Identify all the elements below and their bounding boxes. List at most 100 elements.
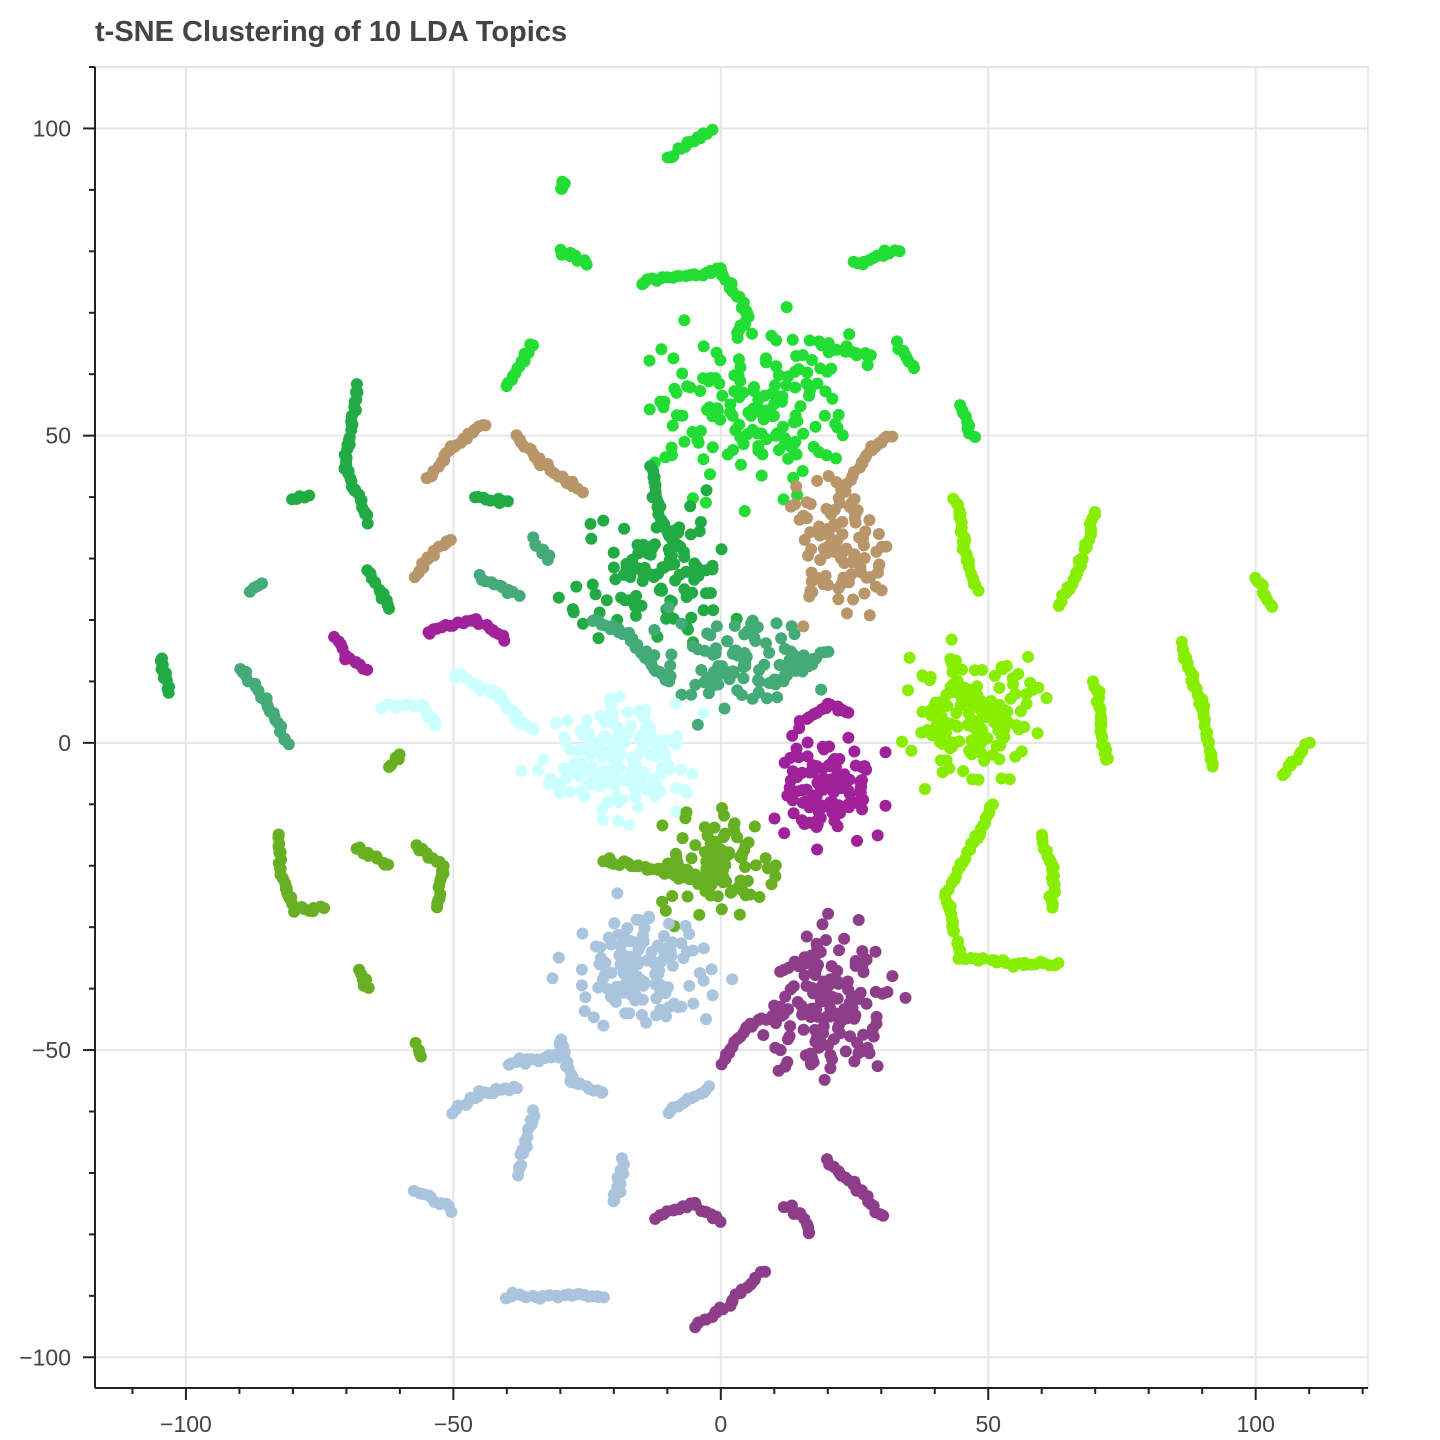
- data-point: [852, 914, 865, 926]
- data-point: [812, 1041, 825, 1054]
- data-point: [776, 390, 789, 403]
- data-point: [695, 664, 708, 676]
- data-point: [643, 354, 656, 367]
- data-point: [824, 973, 837, 986]
- data-point: [816, 740, 829, 753]
- data-point: [608, 751, 621, 763]
- data-point: [668, 382, 681, 395]
- data-point: [908, 362, 920, 375]
- data-point: [382, 858, 395, 871]
- data-point: [966, 773, 979, 786]
- data-point: [724, 406, 737, 419]
- data-point: [648, 624, 661, 636]
- data-point: [977, 952, 990, 965]
- data-point: [818, 409, 831, 422]
- data-point: [498, 634, 511, 647]
- data-point: [546, 972, 559, 985]
- data-point: [893, 245, 906, 258]
- data-point: [842, 706, 855, 719]
- data-point: [659, 904, 672, 917]
- data-point: [700, 1013, 712, 1026]
- data-point: [656, 819, 669, 832]
- data-point: [608, 917, 621, 930]
- data-point: [361, 508, 374, 521]
- data-point: [693, 967, 706, 979]
- data-point: [725, 886, 738, 899]
- data-point: [867, 1030, 880, 1043]
- data-point: [660, 612, 673, 625]
- data-point: [702, 882, 714, 895]
- data-point: [807, 1005, 820, 1018]
- data-point: [1088, 506, 1101, 518]
- data-point: [749, 859, 762, 872]
- data-point: [748, 381, 760, 393]
- data-point: [681, 890, 694, 903]
- data-point: [739, 660, 752, 672]
- data-point: [592, 981, 605, 994]
- data-point: [635, 599, 648, 612]
- data-point: [624, 720, 637, 732]
- data-point: [731, 831, 744, 844]
- data-point: [797, 620, 810, 633]
- data-point: [544, 772, 557, 785]
- data-point: [591, 744, 604, 757]
- data-point: [969, 431, 982, 443]
- data-point: [361, 517, 374, 530]
- data-point: [1052, 957, 1065, 969]
- data-point: [700, 673, 713, 686]
- data-point: [665, 449, 678, 462]
- data-point: [675, 937, 688, 950]
- data-point: [693, 908, 706, 921]
- data-point: [903, 651, 916, 664]
- data-point: [531, 764, 544, 777]
- data-point: [479, 419, 492, 432]
- data-point: [844, 1030, 857, 1043]
- data-point: [686, 768, 699, 781]
- data-point: [731, 331, 744, 344]
- data-point: [663, 917, 675, 930]
- data-point: [975, 747, 988, 759]
- data-point: [734, 361, 747, 374]
- data-point: [1031, 727, 1044, 740]
- data-point: [579, 991, 592, 1004]
- data-point: [782, 452, 795, 465]
- data-point: [770, 360, 783, 373]
- data-point: [576, 927, 589, 940]
- data-point: [843, 500, 856, 513]
- data-point: [858, 552, 871, 564]
- data-point: [1206, 760, 1219, 773]
- data-point: [653, 964, 666, 977]
- data-point: [575, 743, 587, 756]
- data-point: [589, 940, 602, 953]
- data-point: [588, 767, 601, 780]
- data-point: [841, 975, 854, 988]
- data-point: [777, 1008, 790, 1021]
- data-point: [769, 1041, 782, 1054]
- data-point: [786, 333, 799, 346]
- data-point: [781, 789, 794, 802]
- data-point: [580, 714, 593, 727]
- data-point: [633, 914, 646, 927]
- data-point: [598, 730, 611, 743]
- data-point: [789, 365, 801, 378]
- data-point: [715, 903, 728, 916]
- data-point: [863, 1047, 876, 1060]
- data-point: [833, 497, 846, 510]
- data-point: [746, 327, 758, 340]
- data-point: [794, 400, 807, 413]
- data-point: [759, 852, 772, 865]
- data-point: [807, 966, 820, 979]
- data-point: [303, 489, 316, 502]
- data-point: [804, 1047, 817, 1060]
- data-point: [414, 1050, 427, 1063]
- data-point: [781, 1033, 794, 1046]
- data-point: [804, 498, 817, 510]
- data-point: [710, 620, 723, 633]
- data-point: [580, 258, 593, 271]
- data-point: [361, 663, 374, 676]
- data-point: [826, 392, 839, 405]
- data-point: [576, 486, 589, 499]
- y-tick-label: −100: [19, 1344, 71, 1370]
- data-point: [822, 907, 835, 920]
